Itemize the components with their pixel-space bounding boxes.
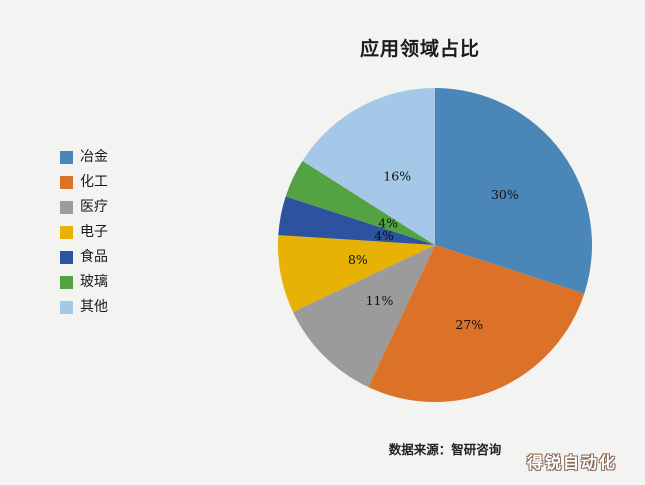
pie-svg: 30% 27% 11% 8% 4%4% 16% <box>277 88 593 403</box>
watermark: 得锐自动化 <box>526 453 617 472</box>
legend-swatch <box>60 300 73 314</box>
legend-swatch <box>60 150 73 164</box>
legend: 冶金化工医疗电子食品玻璃其他 <box>60 150 108 314</box>
source-note: 数据来源：智研咨询 <box>388 442 502 457</box>
legend-label: 食品 <box>80 249 108 265</box>
legend-label: 化工 <box>80 174 108 190</box>
slice-percent-label: 11% <box>366 293 394 308</box>
pie-slice <box>368 245 585 403</box>
legend-item: 食品 <box>60 250 108 264</box>
pie-slice <box>285 160 435 245</box>
pie-slice <box>435 88 593 294</box>
legend-swatch <box>60 175 73 189</box>
legend-swatch <box>60 250 73 264</box>
pie-slice <box>278 196 435 245</box>
slice-percent-label: 30% <box>491 187 519 202</box>
pie-slice <box>277 235 435 312</box>
chart-title: 应用领域占比 <box>359 38 480 60</box>
legend-item: 玻璃 <box>60 275 108 289</box>
legend-label: 医疗 <box>80 199 108 215</box>
legend-item: 电子 <box>60 225 108 239</box>
legend-item: 其他 <box>60 300 108 314</box>
slice-percent-label: 16% <box>383 169 411 184</box>
pie-slice <box>292 245 435 388</box>
slice-percent-label: 8% <box>348 252 368 267</box>
legend-label: 电子 <box>80 224 108 240</box>
legend-swatch <box>60 200 73 214</box>
slice-percent-label: 4% <box>374 228 394 243</box>
legend-item: 医疗 <box>60 200 108 214</box>
legend-label: 其他 <box>80 299 108 315</box>
legend-swatch <box>60 225 73 239</box>
pie-chart: 30% 27% 11% 8% 4% 4% 16% <box>270 80 600 410</box>
legend-label: 玻璃 <box>80 274 108 290</box>
pie-slice <box>302 88 435 245</box>
legend-item: 化工 <box>60 175 108 189</box>
legend-label: 冶金 <box>80 149 108 165</box>
slice-percent-label: 4% <box>378 215 398 230</box>
legend-swatch <box>60 275 73 289</box>
slice-percent-label: 27% <box>455 317 483 332</box>
legend-item: 冶金 <box>60 150 108 164</box>
